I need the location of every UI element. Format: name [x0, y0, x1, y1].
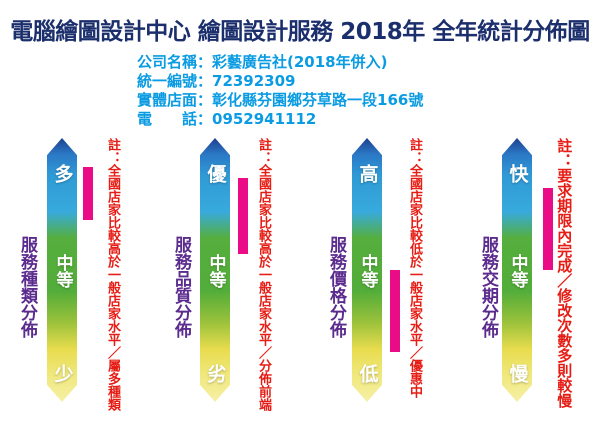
gradient-scale-arrow: 高 中等 低 [352, 138, 382, 402]
scale-mid-label: 中等 [205, 254, 226, 288]
scale-group-service-quality: 服務品質分佈 優 中等 劣 註：全國店家比較高於一般店家水平／分佈前端 [150, 135, 300, 425]
gradient-scale-arrow: 優 中等 劣 [200, 138, 230, 402]
page-title: 電腦繪圖設計中心 繪圖設計服務 2018年 全年統計分佈圖 [10, 19, 590, 45]
axis-label: 服務種類分佈 [17, 236, 37, 338]
company-info: 公司名稱：彩藝廣告社(2018年併入) 統一編號：72392309 實體店面：彰… [137, 53, 423, 129]
scale-mid-label: 中等 [357, 254, 378, 288]
company-name-line: 公司名稱：彩藝廣告社(2018年併入) [137, 53, 388, 71]
scale-top-label: 優 [204, 164, 227, 183]
address-line: 實體店面：彰化縣芬園鄉芬草路一段166號 [137, 91, 424, 109]
axis-label: 服務品質分佈 [171, 236, 191, 338]
scale-bottom-label: 劣 [204, 364, 227, 383]
scale-top-label: 多 [51, 164, 74, 183]
gradient-scale-arrow: 多 中等 少 [47, 138, 77, 402]
scale-mid-label: 中等 [507, 254, 528, 288]
note-text: 註：全國店家比較高於一般店家水平／屬多種類 [104, 138, 120, 411]
scale-top-label: 快 [506, 164, 529, 183]
scale-bottom-label: 少 [51, 364, 74, 383]
note-text: 註：全國店家比較低於一般店家水平／優惠中 [406, 138, 422, 398]
range-marker [543, 188, 553, 270]
range-marker [83, 167, 93, 220]
tax-id-line: 統一編號：72392309 [137, 72, 296, 90]
axis-label: 服務價格分佈 [326, 236, 346, 338]
note-text: 註：全國店家比較高於一般店家水平／分佈前端 [255, 138, 271, 411]
note-text: 註：要求期限內完成／修改次數多則較慢 [555, 138, 574, 408]
scale-bottom-label: 慢 [506, 364, 529, 383]
phone-line: 電 話：0952941112 [137, 110, 317, 128]
scale-mid-label: 中等 [52, 254, 73, 288]
range-marker [238, 177, 248, 255]
gradient-scale-arrow: 快 中等 慢 [502, 138, 532, 402]
scale-bottom-label: 低 [356, 364, 379, 383]
scale-group-service-variety: 服務種類分佈 多 中等 少 註：全國店家比較高於一般店家水平／屬多種類 [0, 135, 150, 425]
axis-label: 服務交期分佈 [478, 236, 498, 338]
scale-top-label: 高 [356, 164, 379, 183]
scale-group-service-leadtime: 服務交期分佈 快 中等 慢 註：要求期限內完成／修改次數多則較慢 [450, 135, 600, 425]
scale-group-service-price: 服務價格分佈 高 中等 低 註：全國店家比較低於一般店家水平／優惠中 [300, 135, 450, 425]
range-marker [390, 270, 400, 352]
